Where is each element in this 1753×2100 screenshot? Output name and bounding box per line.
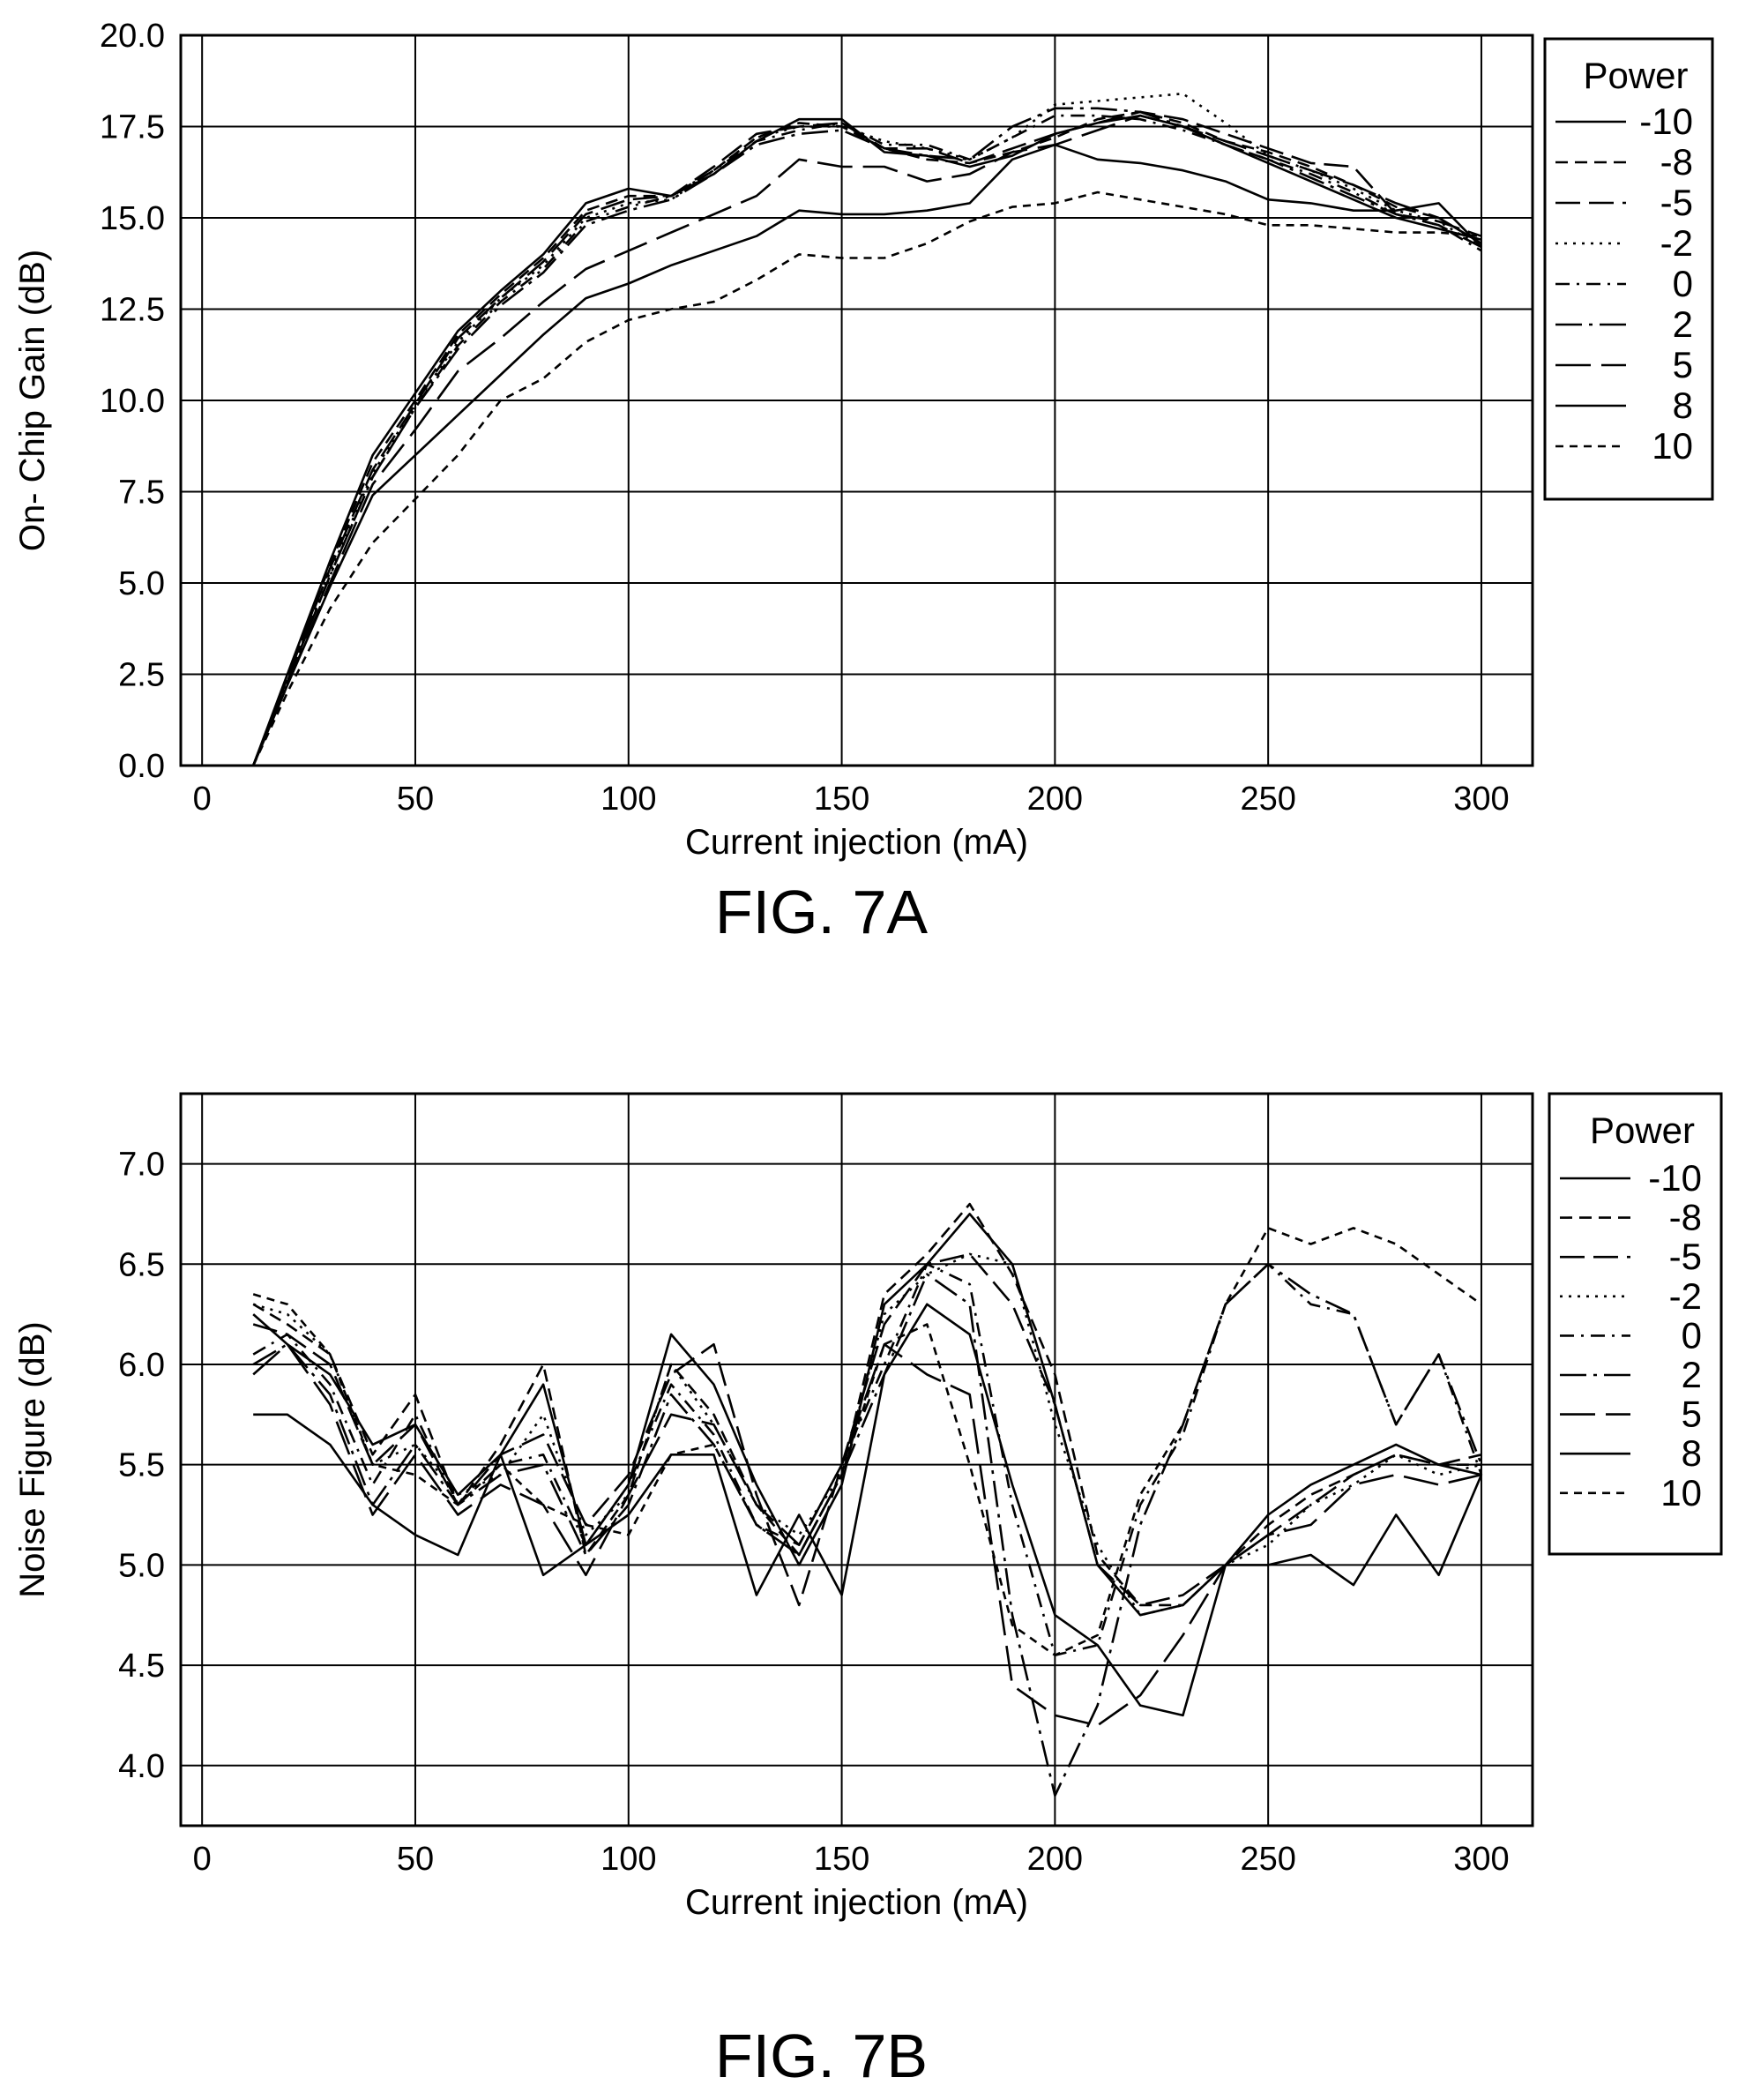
x-tick-label: 250	[1240, 781, 1295, 818]
y-tick-label: 4.0	[118, 1748, 165, 1785]
x-tick-label: 150	[814, 1841, 869, 1878]
legend-label: -8	[1669, 1197, 1702, 1238]
series-line--8	[253, 112, 1481, 766]
figure-caption: FIG. 7B	[715, 2022, 928, 2090]
legend-label: -2	[1660, 222, 1693, 264]
series-line--5	[253, 1254, 1481, 1605]
legend-label: -5	[1660, 182, 1693, 223]
legend-label: 2	[1682, 1354, 1702, 1395]
figure-caption: FIG. 7A	[715, 878, 928, 946]
legend-label: -10	[1648, 1157, 1702, 1199]
y-tick-label: 15.0	[100, 200, 165, 237]
y-tick-label: 7.0	[118, 1147, 165, 1184]
y-tick-label: 4.5	[118, 1648, 165, 1685]
x-axis-label: Current injection (mA)	[685, 1883, 1028, 1922]
y-tick-label: 2.5	[118, 657, 165, 694]
y-tick-label: 5.5	[118, 1447, 165, 1484]
y-tick-label: 6.0	[118, 1347, 165, 1384]
legend-label: 5	[1673, 344, 1693, 385]
series-line--5	[253, 112, 1481, 766]
x-tick-label: 0	[193, 781, 212, 818]
chart-fig-7a: 0 50 100 150 200 250 3000.02.55.07.510.012.515…	[13, 18, 1712, 946]
x-tick-label: 50	[397, 781, 434, 818]
series-line-5	[253, 1344, 1481, 1725]
y-tick-label: 10.0	[100, 383, 165, 420]
legend-title: Power	[1590, 1110, 1695, 1151]
x-tick-label: 300	[1453, 781, 1509, 818]
x-tick-label: 150	[814, 781, 869, 818]
series-line-2	[253, 1264, 1481, 1796]
x-tick-label: 200	[1027, 781, 1083, 818]
series-line-8	[253, 145, 1481, 766]
x-tick-label: 0	[193, 1841, 212, 1878]
series-line--2	[253, 93, 1481, 766]
series-line-2	[253, 108, 1481, 766]
chart-fig-7b: 0 50 100 150 200 250 3004.04.55.05.56.06.57.0C…	[13, 1094, 1721, 2090]
legend-label: -2	[1669, 1275, 1702, 1317]
legend-label: -5	[1669, 1236, 1702, 1277]
y-axis-label: On- Chip Gain (dB)	[13, 250, 52, 551]
x-axis-label: Current injection (mA)	[685, 823, 1028, 862]
series-line--2	[253, 1254, 1481, 1615]
y-tick-label: 7.5	[118, 475, 165, 512]
y-tick-label: 17.5	[100, 109, 165, 146]
y-axis-label: Noise Figure (dB)	[13, 1321, 52, 1597]
x-tick-label: 100	[600, 781, 656, 818]
legend-title: Power	[1583, 55, 1688, 96]
y-tick-label: 12.5	[100, 292, 165, 329]
legend-label: -10	[1639, 101, 1693, 142]
legend-label: -8	[1660, 141, 1693, 183]
plot-frame	[181, 1094, 1533, 1826]
y-tick-label: 20.0	[100, 18, 165, 55]
y-tick-label: 0.0	[118, 748, 165, 785]
legend-label: 10	[1660, 1472, 1702, 1513]
legend-label: 8	[1673, 385, 1693, 426]
x-tick-label: 250	[1240, 1841, 1295, 1878]
legend-label: 10	[1652, 425, 1693, 467]
x-tick-label: 200	[1027, 1841, 1083, 1878]
legend-label: 8	[1682, 1432, 1702, 1474]
series-line-10	[253, 192, 1481, 766]
legend-label: 0	[1682, 1314, 1702, 1356]
x-tick-label: 50	[397, 1841, 434, 1878]
x-tick-label: 100	[600, 1841, 656, 1878]
y-tick-label: 5.0	[118, 1547, 165, 1584]
y-tick-label: 6.5	[118, 1246, 165, 1283]
legend-label: 5	[1682, 1394, 1702, 1435]
series-line-10	[253, 1228, 1481, 1655]
legend-label: 2	[1673, 303, 1693, 345]
y-tick-label: 5.0	[118, 565, 165, 602]
x-tick-label: 300	[1453, 1841, 1509, 1878]
legend-label: 0	[1673, 263, 1693, 304]
